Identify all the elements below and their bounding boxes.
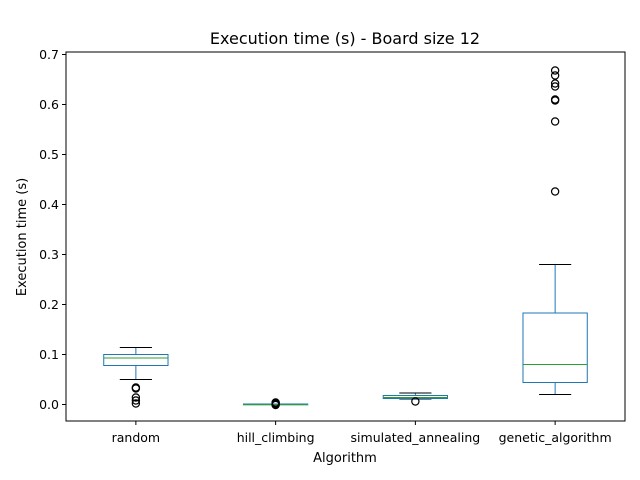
box-group-random (103, 347, 169, 408)
iqr-box (103, 354, 169, 366)
y-tick-label: 0.4 (39, 197, 59, 212)
y-tick-label: 0.5 (39, 147, 59, 162)
outlier-point (271, 400, 280, 410)
box-group-simulated-annealing (382, 392, 449, 406)
x-axis-label: Algorithm (313, 451, 377, 466)
y-tick-label: 0.0 (39, 397, 59, 412)
outlier-point (131, 399, 141, 408)
outlier-point (131, 393, 141, 402)
box-group-hill-climbing (242, 398, 309, 410)
x-tick-label: simulated_annealing (351, 430, 481, 445)
chart-title: Execution time (s) - Board size 12 (210, 29, 480, 48)
y-axis-label: Execution time (s) (15, 178, 30, 296)
y-tick-label: 0.3 (39, 247, 59, 262)
plot-frame (65, 51, 626, 422)
outlier-point (550, 187, 560, 196)
x-tick-label: random (112, 430, 160, 445)
x-tick-label: genetic_algorithm (499, 430, 612, 445)
outlier-point (550, 96, 560, 105)
outlier-point (131, 383, 141, 392)
outlier-point (550, 79, 560, 88)
outlier-point (550, 82, 560, 91)
box-group-genetic-algorithm (522, 66, 588, 395)
outlier-point (131, 396, 141, 405)
outlier-point (550, 71, 560, 80)
y-tick-label: 0.2 (39, 297, 59, 312)
outlier-point (411, 397, 420, 406)
x-tick-label: hill_climbing (237, 430, 315, 445)
plot-area: 0.0 0.1 0.2 0.3 0.4 0.5 0.6 0.7 random hill_climb… (39, 47, 612, 445)
y-tick-label: 0.6 (39, 97, 59, 112)
y-tick-label: 0.1 (39, 347, 59, 362)
iqr-box (522, 312, 588, 383)
outlier-point (550, 66, 560, 75)
outlier-point (550, 117, 560, 126)
y-tick-label: 0.7 (39, 47, 59, 62)
